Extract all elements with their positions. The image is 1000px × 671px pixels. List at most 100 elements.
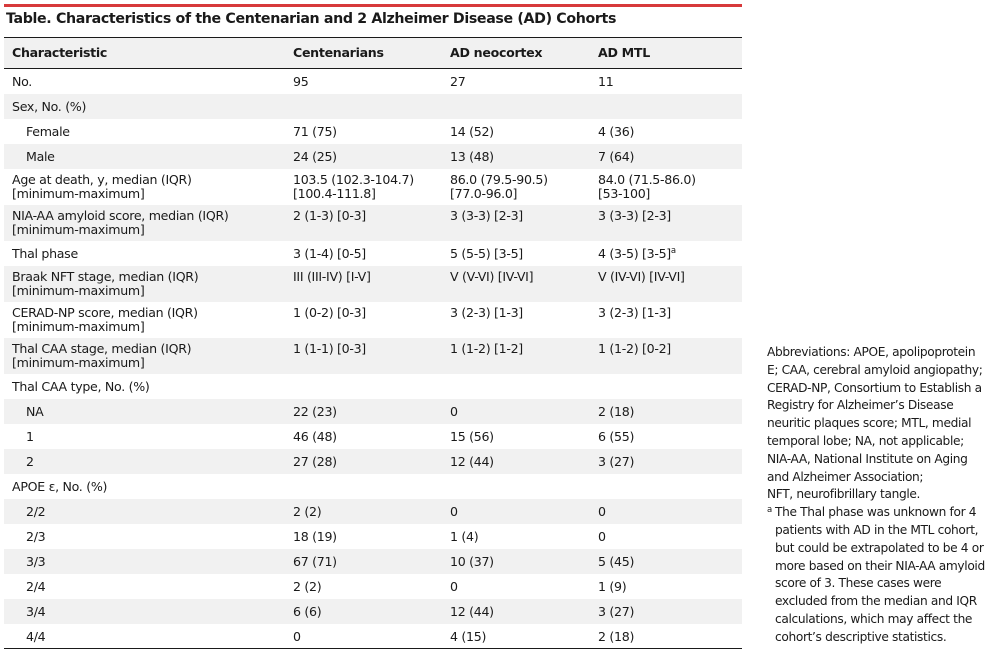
cell-ad-mtl: 84.0 (71.5-86.0) [53-100] xyxy=(598,171,696,201)
abbreviations-note: Abbreviations: APOE, apolipoprotein E; C… xyxy=(767,345,983,502)
table-notes: Abbreviations: APOE, apolipoprotein E; C… xyxy=(767,344,997,647)
cell-ad-neocortex: V (V-VI) [IV-VI] xyxy=(450,268,534,284)
row-label: Age at death, y, median (IQR) [minimum-ma… xyxy=(12,171,192,201)
cell-centenarians: 22 (23) xyxy=(293,403,337,419)
cell-centenarians: 6 (6) xyxy=(293,603,322,619)
column-header-ad-neocortex: AD neocortex xyxy=(450,45,543,60)
cell-ad-neocortex: 1 (1-2) [1-2] xyxy=(450,340,523,356)
cell-ad-mtl: 2 (18) xyxy=(598,403,635,419)
column-header-characteristic: Characteristic xyxy=(12,45,108,60)
row-label: Male xyxy=(26,148,55,164)
cell-centenarians: 3 (1-4) [0-5] xyxy=(293,245,366,261)
cell-ad-neocortex xyxy=(442,94,590,119)
cell-ad-mtl: 3 (3-3) [2-3] xyxy=(598,207,671,223)
cell-ad-neocortex xyxy=(442,474,590,499)
cell-centenarians: 1 (0-2) [0-3] xyxy=(293,304,366,320)
cell-ad-neocortex: 0 xyxy=(450,578,458,594)
cell-centenarians: 18 (19) xyxy=(293,528,337,544)
cell-ad-mtl: 1 (9) xyxy=(598,578,627,594)
row-label: 1 xyxy=(26,428,34,444)
row-label: Thal CAA type, No. (%) xyxy=(12,378,150,394)
cell-centenarians xyxy=(285,374,442,399)
cell-ad-mtl: 4 (3-5) [3-5]a xyxy=(598,245,676,261)
cell-ad-mtl: 3 (27) xyxy=(598,453,635,469)
cell-centenarians: 1 (1-1) [0-3] xyxy=(293,340,366,356)
table-row: No. 95 27 11 xyxy=(4,69,742,94)
row-label: Sex, No. (%) xyxy=(12,98,87,114)
cell-ad-neocortex xyxy=(442,374,590,399)
cell-ad-neocortex: 0 xyxy=(450,503,458,519)
table-row: 1 46 (48) 15 (56) 6 (55) xyxy=(4,424,742,449)
row-label: No. xyxy=(12,74,33,89)
row-label: 2 xyxy=(26,453,34,469)
cell-ad-mtl: 11 xyxy=(598,74,614,89)
cell-ad-neocortex: 3 (3-3) [2-3] xyxy=(450,207,523,223)
cell-ad-neocortex: 86.0 (79.5-90.5) [77.0-96.0] xyxy=(450,171,548,201)
table-row: APOE ε, No. (%) xyxy=(4,474,742,499)
cell-ad-mtl: 2 (18) xyxy=(598,628,635,644)
cell-ad-neocortex: 27 xyxy=(450,74,466,89)
row-label: Braak NFT stage, median (IQR) [minimum-ma… xyxy=(12,268,199,298)
cell-ad-mtl xyxy=(590,374,742,399)
row-label: Thal CAA stage, median (IQR) [minimum-max… xyxy=(12,340,192,370)
row-label: 2/4 xyxy=(26,578,46,594)
table-header-row: Characteristic Centenarians AD neocortex… xyxy=(4,37,742,69)
table-row: Thal CAA type, No. (%) xyxy=(4,374,742,399)
cell-ad-neocortex: 1 (4) xyxy=(450,528,479,544)
row-label: 3/4 xyxy=(26,603,46,619)
title-accent-rule xyxy=(4,4,742,7)
cell-ad-neocortex: 0 xyxy=(450,403,458,419)
cell-ad-neocortex: 12 (44) xyxy=(450,603,494,619)
cell-ad-neocortex: 5 (5-5) [3-5] xyxy=(450,245,523,261)
table-row: Braak NFT stage, median (IQR) [minimum-ma… xyxy=(4,265,742,302)
footnote-a: a The Thal phase was unknown for 4 patie… xyxy=(767,505,985,644)
row-label: CERAD-NP score, median (IQR) [minimum-max… xyxy=(12,304,198,334)
row-label: NIA-AA amyloid score, median (IQR) [minim… xyxy=(12,207,229,237)
table-row: 3/4 6 (6) 12 (44) 3 (27) xyxy=(4,598,742,624)
row-label: APOE ε, No. (%) xyxy=(12,478,108,494)
table-row: 2 27 (28) 12 (44) 3 (27) xyxy=(4,448,742,474)
cell-ad-mtl: 7 (64) xyxy=(598,148,635,164)
cell-centenarians: 24 (25) xyxy=(293,148,337,164)
table-row: Thal phase 3 (1-4) [0-5] 5 (5-5) [3-5] 4… xyxy=(4,241,742,266)
cell-ad-mtl: 4 (36) xyxy=(598,123,635,139)
cell-ad-mtl: 0 xyxy=(598,503,606,519)
cell-ad-neocortex: 3 (2-3) [1-3] xyxy=(450,304,523,320)
column-header-centenarians: Centenarians xyxy=(293,45,384,60)
row-label: 2/2 xyxy=(26,503,46,519)
cell-centenarians xyxy=(285,94,442,119)
cell-ad-mtl: 6 (55) xyxy=(598,428,635,444)
table-row: 2/4 2 (2) 0 1 (9) xyxy=(4,574,742,599)
table-row: Age at death, y, median (IQR) [minimum-ma… xyxy=(4,169,742,205)
table-title: Table. Characteristics of the Centenaria… xyxy=(6,11,617,27)
cell-centenarians: 103.5 (102.3-104.7) [100.4-111.8] xyxy=(293,171,414,201)
row-label: Female xyxy=(26,123,70,139)
table-row: NA 22 (23) 0 2 (18) xyxy=(4,398,742,424)
cell-ad-mtl: 0 xyxy=(598,528,606,544)
cell-centenarians: 2 (2) xyxy=(293,503,322,519)
row-label: 4/4 xyxy=(26,628,46,644)
cell-ad-mtl: 3 (27) xyxy=(598,603,635,619)
table-row: CERAD-NP score, median (IQR) [minimum-max… xyxy=(4,302,742,338)
table-row: Thal CAA stage, median (IQR) [minimum-max… xyxy=(4,337,742,374)
column-header-ad-mtl: AD MTL xyxy=(598,45,650,60)
cell-ad-neocortex: 4 (15) xyxy=(450,628,487,644)
table-row: Female 71 (75) 14 (52) 4 (36) xyxy=(4,119,742,144)
cell-centenarians: 95 xyxy=(293,74,309,89)
table-row: 4/4 0 4 (15) 2 (18) xyxy=(4,624,742,649)
cell-ad-neocortex: 14 (52) xyxy=(450,123,494,139)
table-row: Male 24 (25) 13 (48) 7 (64) xyxy=(4,143,742,169)
cell-ad-neocortex: 15 (56) xyxy=(450,428,494,444)
cell-ad-mtl xyxy=(590,94,742,119)
cell-ad-mtl: 3 (2-3) [1-3] xyxy=(598,304,671,320)
cell-ad-neocortex: 10 (37) xyxy=(450,553,494,569)
cell-ad-neocortex: 13 (48) xyxy=(450,148,494,164)
table-row: Sex, No. (%) xyxy=(4,93,742,119)
cell-centenarians: 2 (2) xyxy=(293,578,322,594)
cell-centenarians: III (III-IV) [I-V] xyxy=(293,268,371,284)
cell-centenarians: 0 xyxy=(293,628,301,644)
cell-ad-mtl: 1 (1-2) [0-2] xyxy=(598,340,671,356)
table-row: 3/3 67 (71) 10 (37) 5 (45) xyxy=(4,548,742,574)
cell-centenarians: 46 (48) xyxy=(293,428,337,444)
cell-centenarians: 71 (75) xyxy=(293,123,337,139)
